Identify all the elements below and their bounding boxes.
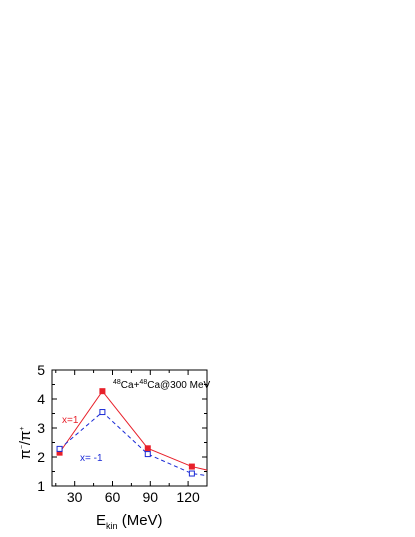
series-layer <box>56 388 207 477</box>
y-axis-label-p1: π <box>17 449 34 459</box>
series-line-1 <box>59 411 207 477</box>
x-tick-label-3: 120 <box>176 489 200 505</box>
y-tick-label-2: 3 <box>37 420 45 436</box>
y-axis-label-s2: + <box>19 426 26 430</box>
x-tick-label-2: 90 <box>143 489 159 505</box>
series-1-point-0 <box>56 445 63 452</box>
series-0 <box>56 388 207 471</box>
y-axis-label-s1: − <box>19 445 26 449</box>
annotation-element-b: Ca@300 MeV <box>147 380 210 391</box>
chart-annotation: 48Ca+48Ca@300 MeV <box>113 379 211 391</box>
series-label-x-minus-1: x= -1 <box>80 453 103 464</box>
series-1-point-3 <box>188 470 195 477</box>
x-axis-label-main: E <box>96 512 106 529</box>
series-1-point-2 <box>144 451 151 458</box>
annotation-element-a: Ca+ <box>121 380 140 391</box>
series-1 <box>56 409 207 477</box>
y-tick-label-3: 4 <box>37 391 45 407</box>
y-axis-label-p2: /π <box>17 431 34 446</box>
series-0-point-3 <box>188 463 195 470</box>
y-axis-label: π−/π+ <box>17 426 34 459</box>
annotation-mass-a: 48 <box>113 379 121 386</box>
x-axis-label: Ekin (MeV) <box>96 512 163 531</box>
series-0-point-2 <box>144 445 151 452</box>
series-1-point-1 <box>99 409 106 416</box>
series-0-point-1 <box>99 388 106 395</box>
x-tick-label-0: 30 <box>67 489 83 505</box>
y-axis-ticks: 1 2 3 4 5 <box>37 362 207 494</box>
x-axis-ticks: 30 60 90 120 <box>55 370 200 505</box>
y-tick-label-1: 2 <box>37 449 45 465</box>
x-tick-label-1: 60 <box>105 489 121 505</box>
x-axis-label-units: (MeV) <box>118 512 163 529</box>
series-label-x-plus-1: x=1 <box>62 415 79 426</box>
y-tick-label-4: 5 <box>37 362 45 378</box>
annotation-mass-b: 48 <box>139 379 147 386</box>
y-tick-label-0: 1 <box>37 478 45 494</box>
x-axis-label-sub: kin <box>106 521 118 531</box>
